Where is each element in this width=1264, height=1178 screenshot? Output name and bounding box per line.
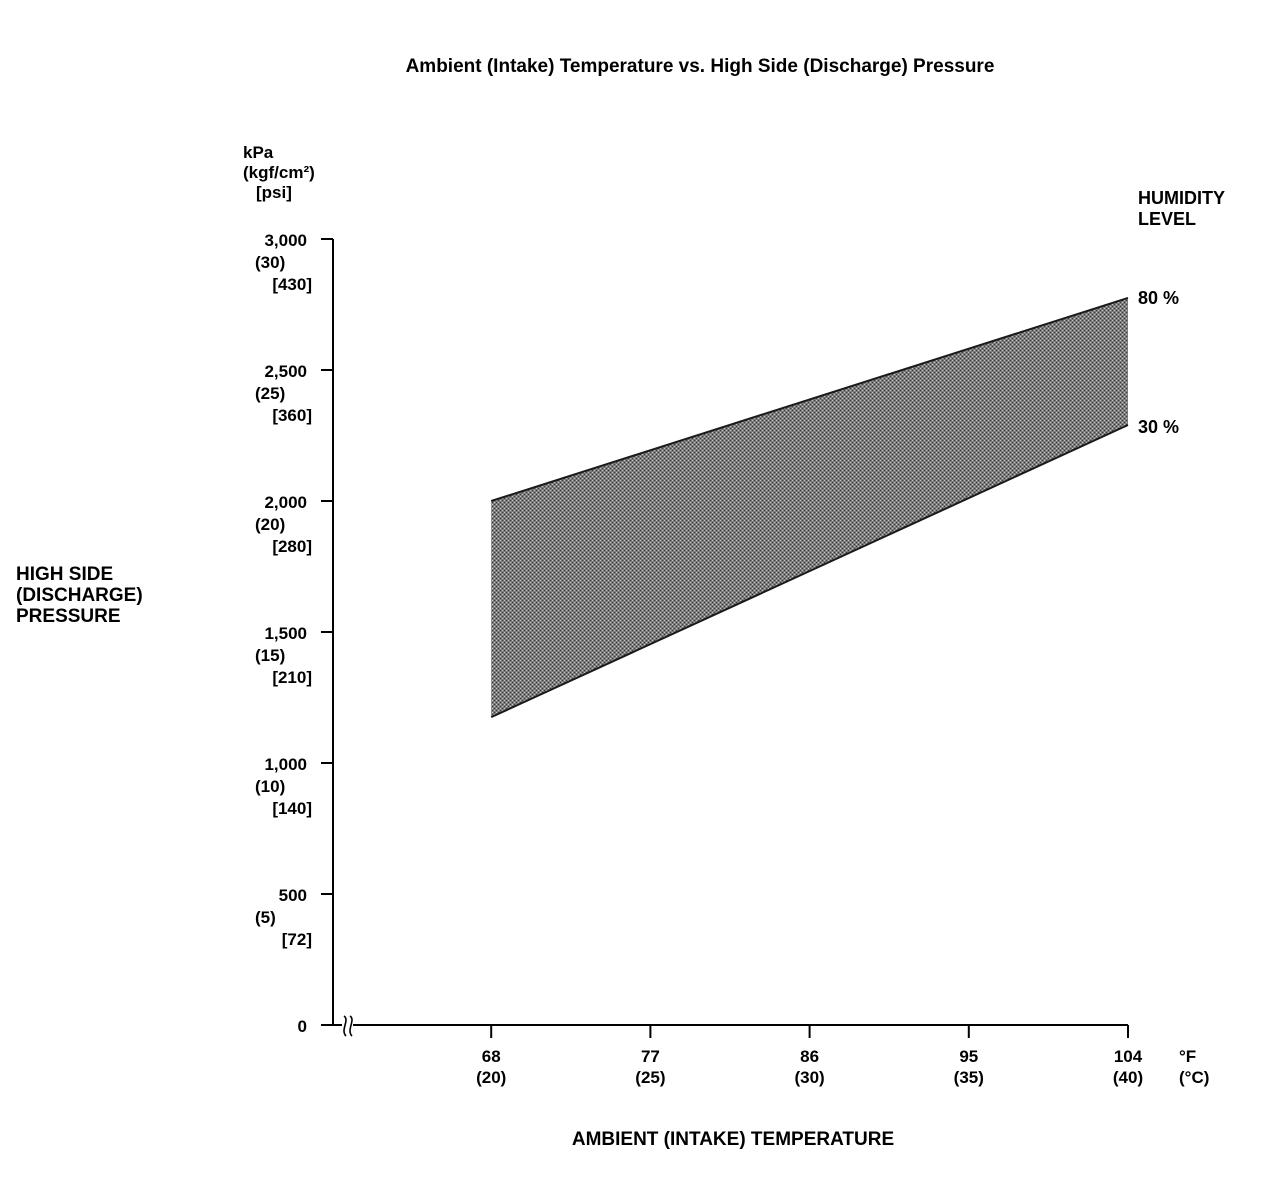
y-tick-label: 0 [298,1017,307,1036]
x-axis-units: °F (°C) [1179,1047,1209,1087]
y-tick-label: 500 [279,886,307,905]
x-tick-label: (30) [794,1068,824,1087]
y-unit-psi: [psi] [256,183,292,202]
y-tick-label: [140] [272,799,312,818]
x-ticks: 68 (20) 77 (25) 86 (30) 95 (35) 104 (40) [476,1025,1143,1087]
y-tick-label: [360] [272,406,312,425]
x-tick-label: (20) [476,1068,506,1087]
y-tick-label: 1,000 [264,755,307,774]
y-tick-label: (15) [255,646,285,665]
y-tick-label: [430] [272,275,312,294]
axis-break-icon [343,1015,353,1037]
x-axis-title: AMBIENT (INTAKE) TEMPERATURE [572,1129,894,1150]
y-unit-kpa: kPa [243,143,274,162]
y-tick-label: [280] [272,537,312,556]
y-tick-label: 2,000 [264,493,307,512]
x-tick-label: (40) [1113,1068,1143,1087]
x-unit-celsius: (°C) [1179,1068,1209,1087]
x-unit-fahrenheit: °F [1179,1047,1196,1066]
y-axis-title-line-3: PRESSURE [16,606,121,627]
humidity-labels: 80 % 30 % [1138,288,1179,437]
x-tick-label: 104 [1114,1047,1143,1066]
y-tick-label: (20) [255,515,285,534]
y-tick-label: 1,500 [264,624,307,643]
humidity-band-area [491,297,1128,718]
humidity-legend-line-2: LEVEL [1138,209,1196,229]
y-axis-title: HIGH SIDE (DISCHARGE) PRESSURE [16,564,143,627]
y-tick-label: 3,000 [264,231,307,250]
humidity-label-30: 30 % [1138,417,1179,437]
pressure-band [490,296,1129,719]
humidity-legend-line-1: HUMIDITY [1138,188,1225,208]
y-tick-label: (10) [255,777,285,796]
x-tick-label: 77 [641,1047,660,1066]
y-axis-title-line-2: (DISCHARGE) [16,585,143,606]
y-tick-label: 2,500 [264,362,307,381]
y-tick-label: (25) [255,384,285,403]
x-tick-label: (25) [635,1068,665,1087]
band-lower-edge-30 [490,424,1129,719]
y-axis-units: kPa (kgf/cm²) [psi] [243,143,315,202]
x-tick-label: 95 [959,1047,978,1066]
y-tick-label: (5) [255,908,276,927]
y-tick-label: (30) [255,253,285,272]
humidity-label-80: 80 % [1138,288,1179,308]
y-unit-kgf: (kgf/cm²) [243,163,315,182]
y-axis-title-line-1: HIGH SIDE [16,564,113,585]
y-ticks: 0 500(5) [72] 1,000 (10) [140] 1,500 (15) [210] 2… [255,231,333,1036]
y-tick-label: [210] [272,668,312,687]
x-tick-label: 68 [482,1047,501,1066]
y-tick-label: [72] [282,930,312,949]
chart-title: Ambient (Intake) Temperature vs. High Si… [406,56,995,77]
x-tick-label: (35) [954,1068,984,1087]
humidity-legend-title: HUMIDITY LEVEL [1138,188,1225,229]
band-upper-edge-80 [490,296,1129,502]
x-tick-label: 86 [800,1047,819,1066]
